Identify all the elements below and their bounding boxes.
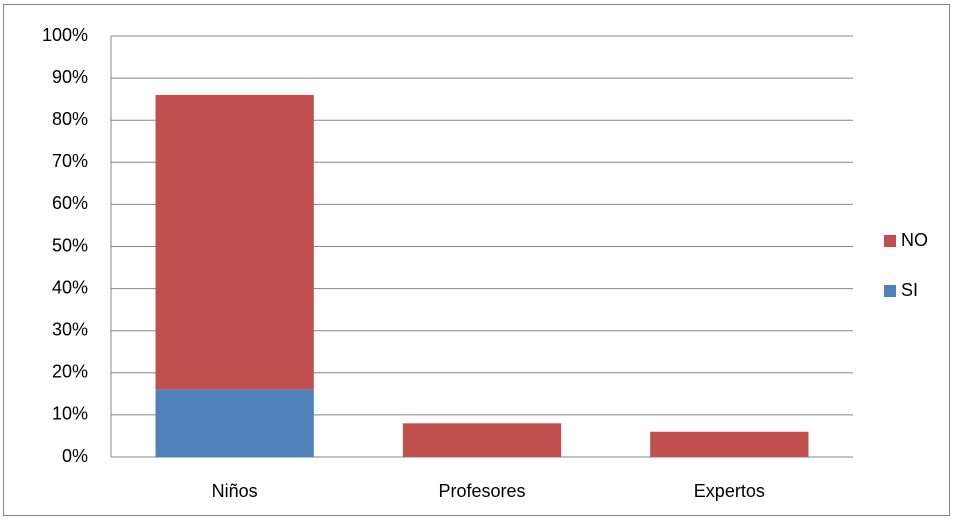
y-tick-label: 60% <box>52 193 88 213</box>
y-tick-label: 100% <box>42 25 88 45</box>
y-tick-label: 70% <box>52 151 88 171</box>
legend-label: SI <box>901 280 918 300</box>
bar-segment <box>155 389 314 457</box>
y-tick-label: 30% <box>52 319 88 339</box>
x-tick-label: Expertos <box>694 481 765 501</box>
y-tick-label: 20% <box>52 362 88 382</box>
bar-segment <box>402 423 562 457</box>
bar-segment <box>650 431 809 457</box>
y-tick-label: 90% <box>52 67 88 87</box>
legend-swatch <box>884 285 896 297</box>
y-tick-label: 10% <box>52 404 88 424</box>
legend-label: NO <box>901 230 928 250</box>
legend-swatch <box>884 235 896 247</box>
y-tick-label: 40% <box>52 277 88 297</box>
bar-segment <box>155 94 314 390</box>
x-tick-label: Profesores <box>438 481 525 501</box>
y-tick-label: 50% <box>52 235 88 255</box>
y-tick-label: 0% <box>62 446 88 466</box>
x-tick-label: Niños <box>212 481 258 501</box>
y-tick-label: 80% <box>52 109 88 129</box>
